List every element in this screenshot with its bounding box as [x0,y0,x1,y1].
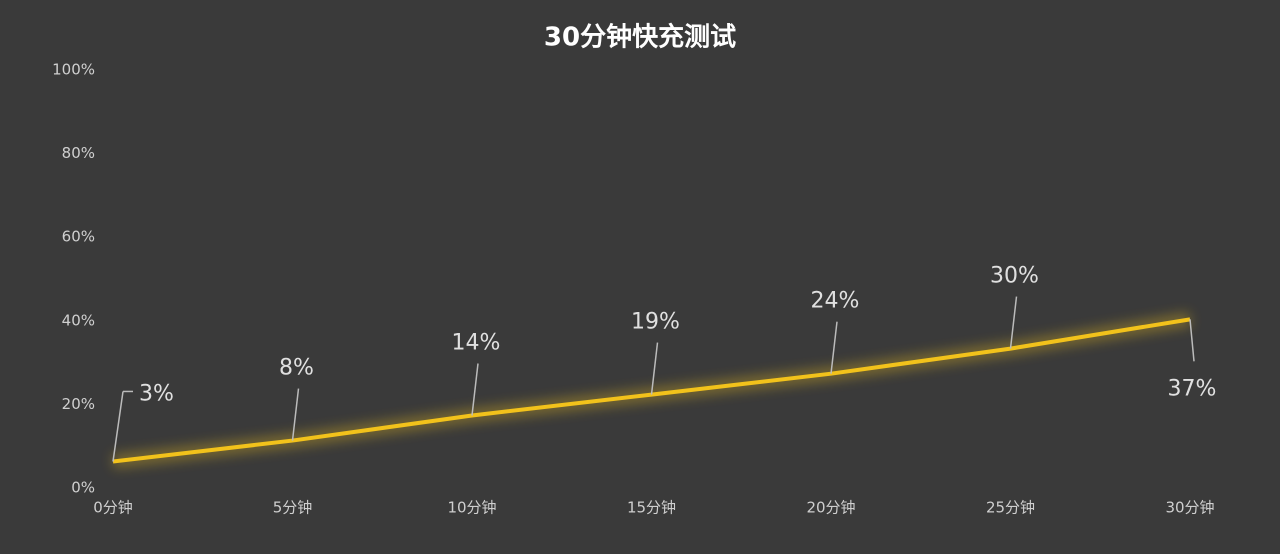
data-label: 30% [990,264,1039,289]
data-label: 8% [279,356,314,381]
data-label: 24% [811,289,860,314]
y-tick-label: 0% [71,479,95,497]
x-tick-label: 20分钟 [806,499,855,517]
leader-line [1009,296,1018,349]
x-tick-label: 30分钟 [1165,499,1214,517]
x-tick-label: 5分钟 [273,499,313,517]
leader-line [112,391,124,462]
x-tick-label: 15分钟 [627,499,676,517]
y-tick-label: 100% [52,61,95,79]
chart-title: 30分钟快充测试 [544,22,736,53]
x-tick-label: 10分钟 [447,499,496,517]
data-label: 3% [139,381,174,406]
leader-line [291,388,300,441]
x-tick-label: 0分钟 [93,499,133,517]
y-tick-label: 80% [62,144,95,162]
x-tick-label: 25分钟 [986,499,1035,517]
y-tick-label: 20% [62,395,95,413]
y-tick-label: 40% [62,311,95,329]
y-tick-label: 60% [62,228,95,246]
leader-line [830,321,838,374]
data-label: 14% [452,330,501,355]
leader-line [650,342,659,395]
leader-line [1189,319,1195,362]
leader-line [471,363,479,416]
data-label: 19% [631,310,680,335]
data-label: 37% [1168,376,1217,401]
